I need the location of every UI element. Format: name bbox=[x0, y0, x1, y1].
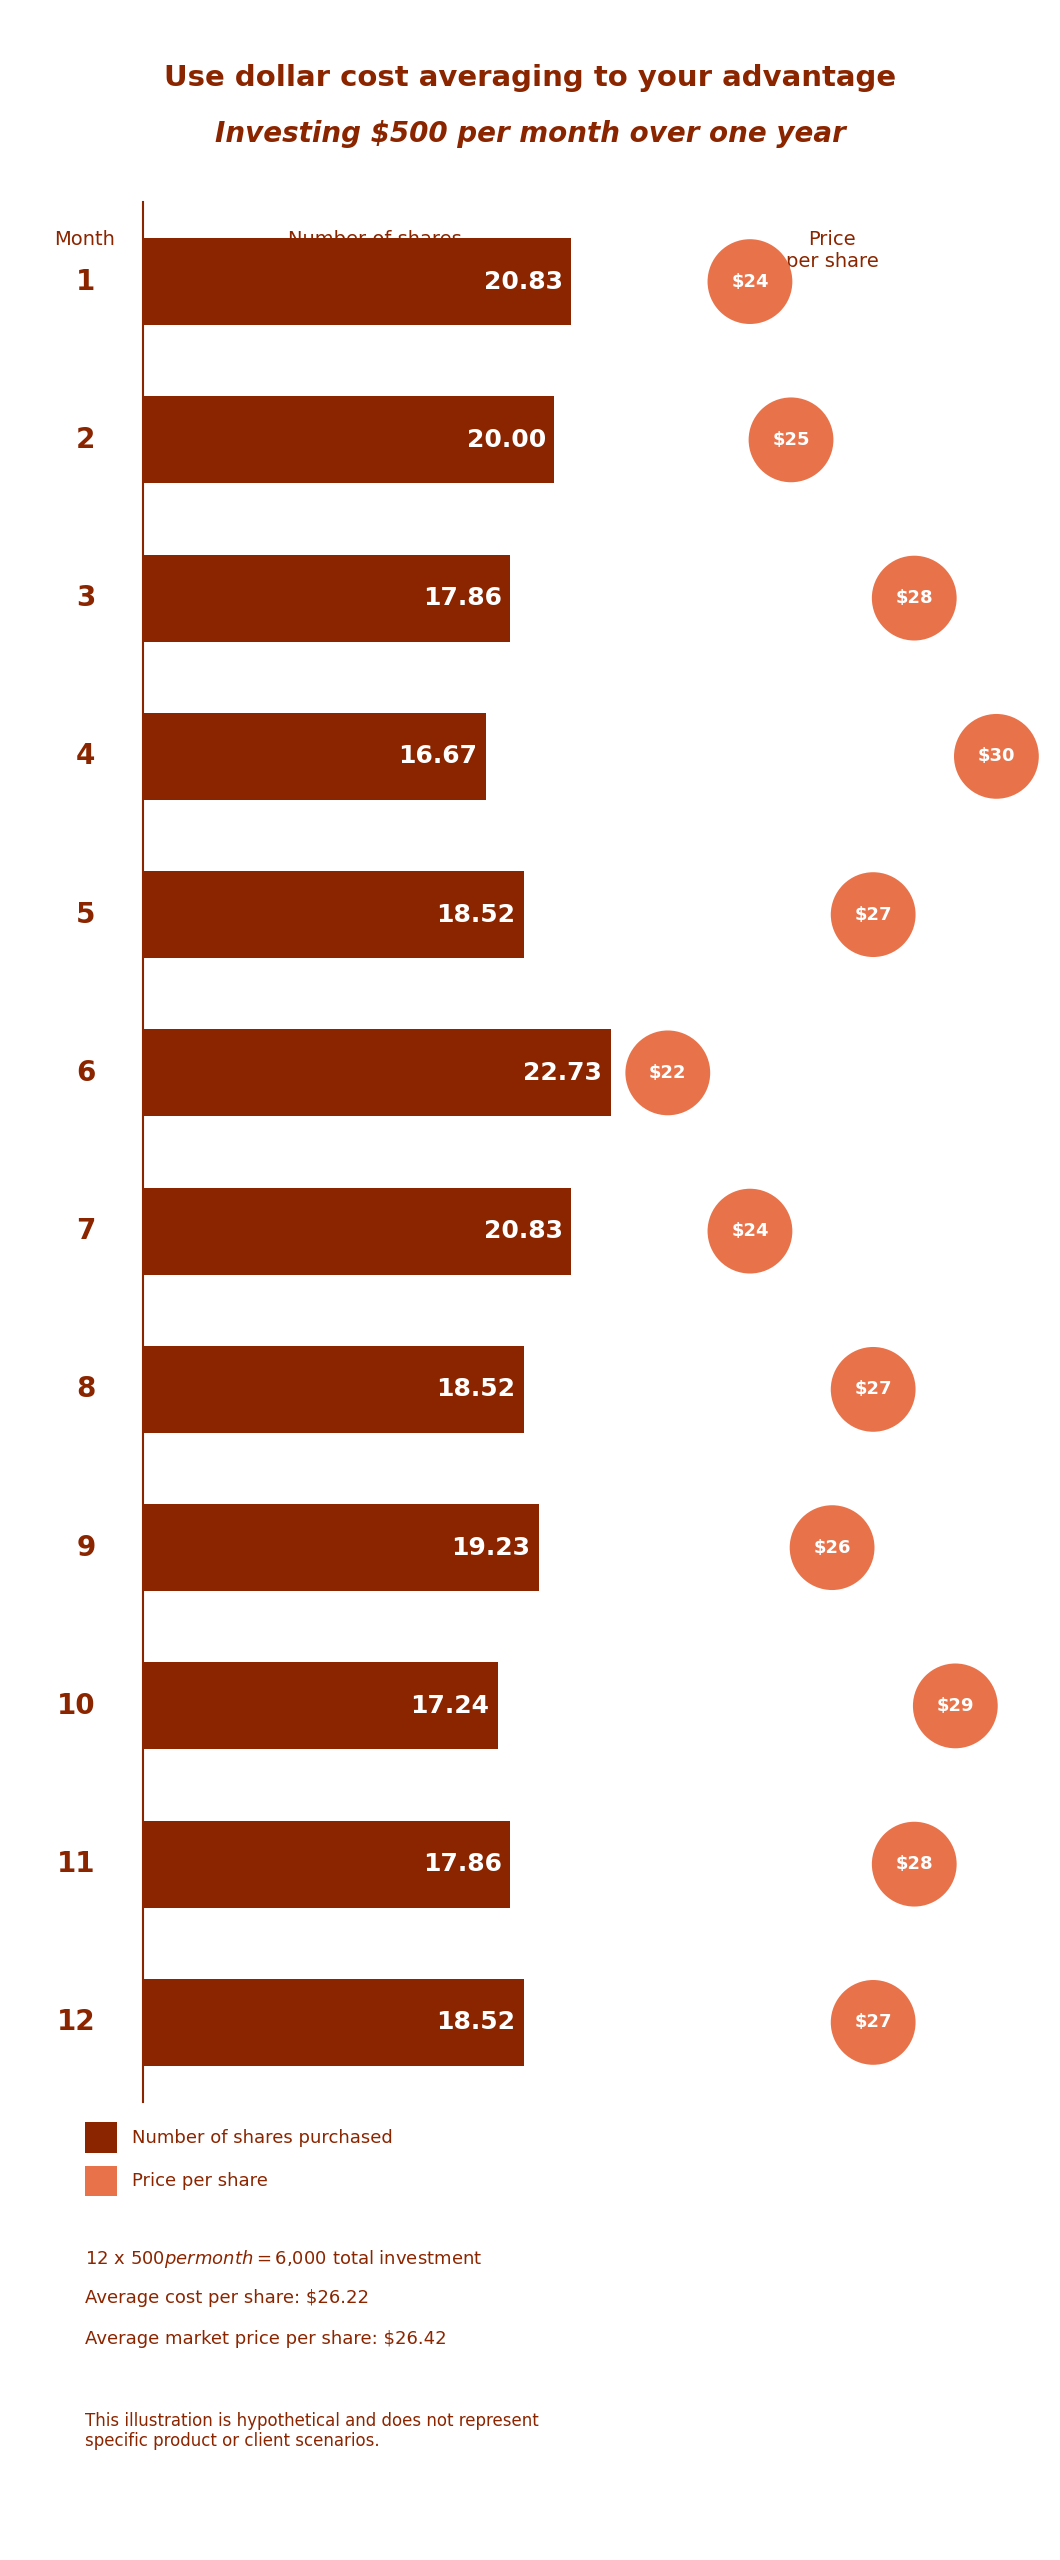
Text: 16.67: 16.67 bbox=[399, 745, 477, 768]
Ellipse shape bbox=[831, 1347, 916, 1431]
Text: $28: $28 bbox=[896, 589, 933, 607]
FancyBboxPatch shape bbox=[143, 1029, 611, 1116]
Text: 9: 9 bbox=[76, 1533, 95, 1562]
Text: 22.73: 22.73 bbox=[524, 1060, 602, 1085]
Text: $27: $27 bbox=[854, 1380, 891, 1398]
Text: $30: $30 bbox=[977, 748, 1015, 765]
Text: $25: $25 bbox=[773, 430, 810, 448]
FancyBboxPatch shape bbox=[143, 397, 554, 484]
FancyBboxPatch shape bbox=[85, 2166, 117, 2196]
Ellipse shape bbox=[831, 1979, 916, 2066]
Ellipse shape bbox=[831, 873, 916, 957]
FancyBboxPatch shape bbox=[143, 238, 571, 325]
Text: 17.24: 17.24 bbox=[410, 1695, 489, 1718]
Text: Number of shares
purchased: Number of shares purchased bbox=[287, 230, 461, 271]
FancyBboxPatch shape bbox=[143, 1820, 510, 1907]
Text: 11: 11 bbox=[57, 1851, 95, 1879]
Text: 20.83: 20.83 bbox=[484, 269, 563, 294]
Text: 4: 4 bbox=[76, 742, 95, 771]
Text: 6: 6 bbox=[76, 1060, 95, 1088]
Ellipse shape bbox=[708, 238, 793, 325]
Ellipse shape bbox=[790, 1505, 874, 1590]
Text: 18.52: 18.52 bbox=[437, 1377, 515, 1400]
Text: 3: 3 bbox=[76, 584, 95, 612]
FancyBboxPatch shape bbox=[143, 1188, 571, 1275]
Text: This illustration is hypothetical and does not represent
specific product or cli: This illustration is hypothetical and do… bbox=[85, 2412, 538, 2450]
Text: $28: $28 bbox=[896, 1856, 933, 1874]
Text: 20.00: 20.00 bbox=[466, 428, 546, 453]
FancyBboxPatch shape bbox=[143, 1661, 497, 1748]
Text: 2: 2 bbox=[76, 425, 95, 453]
Ellipse shape bbox=[625, 1032, 710, 1116]
Text: 12: 12 bbox=[57, 2010, 95, 2035]
Text: $24: $24 bbox=[731, 271, 768, 292]
FancyBboxPatch shape bbox=[143, 712, 485, 799]
FancyBboxPatch shape bbox=[143, 870, 524, 957]
Text: $24: $24 bbox=[731, 1221, 768, 1239]
Text: $29: $29 bbox=[937, 1697, 974, 1715]
Text: Average cost per share: $26.22: Average cost per share: $26.22 bbox=[85, 2289, 369, 2307]
Text: Use dollar cost averaging to your advantage: Use dollar cost averaging to your advant… bbox=[164, 64, 896, 92]
Text: Number of shares purchased: Number of shares purchased bbox=[132, 2127, 393, 2148]
Text: 20.83: 20.83 bbox=[484, 1219, 563, 1244]
Text: $26: $26 bbox=[813, 1539, 851, 1556]
Text: Price
per share: Price per share bbox=[785, 230, 879, 271]
Text: 5: 5 bbox=[76, 901, 95, 929]
Text: 18.52: 18.52 bbox=[437, 904, 515, 927]
Text: $22: $22 bbox=[649, 1065, 687, 1083]
Ellipse shape bbox=[708, 1188, 793, 1272]
FancyBboxPatch shape bbox=[143, 1979, 524, 2066]
Text: Average market price per share: $26.42: Average market price per share: $26.42 bbox=[85, 2330, 446, 2348]
Ellipse shape bbox=[871, 1823, 956, 1907]
Text: Month: Month bbox=[54, 230, 116, 248]
Ellipse shape bbox=[871, 556, 956, 640]
Text: $27: $27 bbox=[854, 2012, 891, 2033]
Text: Price per share: Price per share bbox=[132, 2171, 268, 2191]
Text: $27: $27 bbox=[854, 906, 891, 924]
Text: 19.23: 19.23 bbox=[452, 1536, 530, 1559]
FancyBboxPatch shape bbox=[85, 2122, 117, 2153]
Text: 7: 7 bbox=[76, 1216, 95, 1244]
Text: Investing $500 per month over one year: Investing $500 per month over one year bbox=[214, 120, 846, 148]
FancyBboxPatch shape bbox=[143, 556, 510, 643]
FancyBboxPatch shape bbox=[143, 1347, 524, 1434]
Text: 17.86: 17.86 bbox=[423, 1851, 501, 1876]
Text: 8: 8 bbox=[76, 1375, 95, 1403]
Ellipse shape bbox=[913, 1664, 997, 1748]
FancyBboxPatch shape bbox=[143, 1505, 538, 1592]
Ellipse shape bbox=[954, 714, 1039, 799]
Text: 17.86: 17.86 bbox=[423, 586, 501, 609]
Text: 1: 1 bbox=[76, 269, 95, 294]
Text: 10: 10 bbox=[57, 1692, 95, 1720]
Ellipse shape bbox=[748, 397, 833, 481]
Text: 18.52: 18.52 bbox=[437, 2010, 515, 2035]
Text: 12 x $500 per month = $6,000 total investment: 12 x $500 per month = $6,000 total inves… bbox=[85, 2248, 482, 2271]
